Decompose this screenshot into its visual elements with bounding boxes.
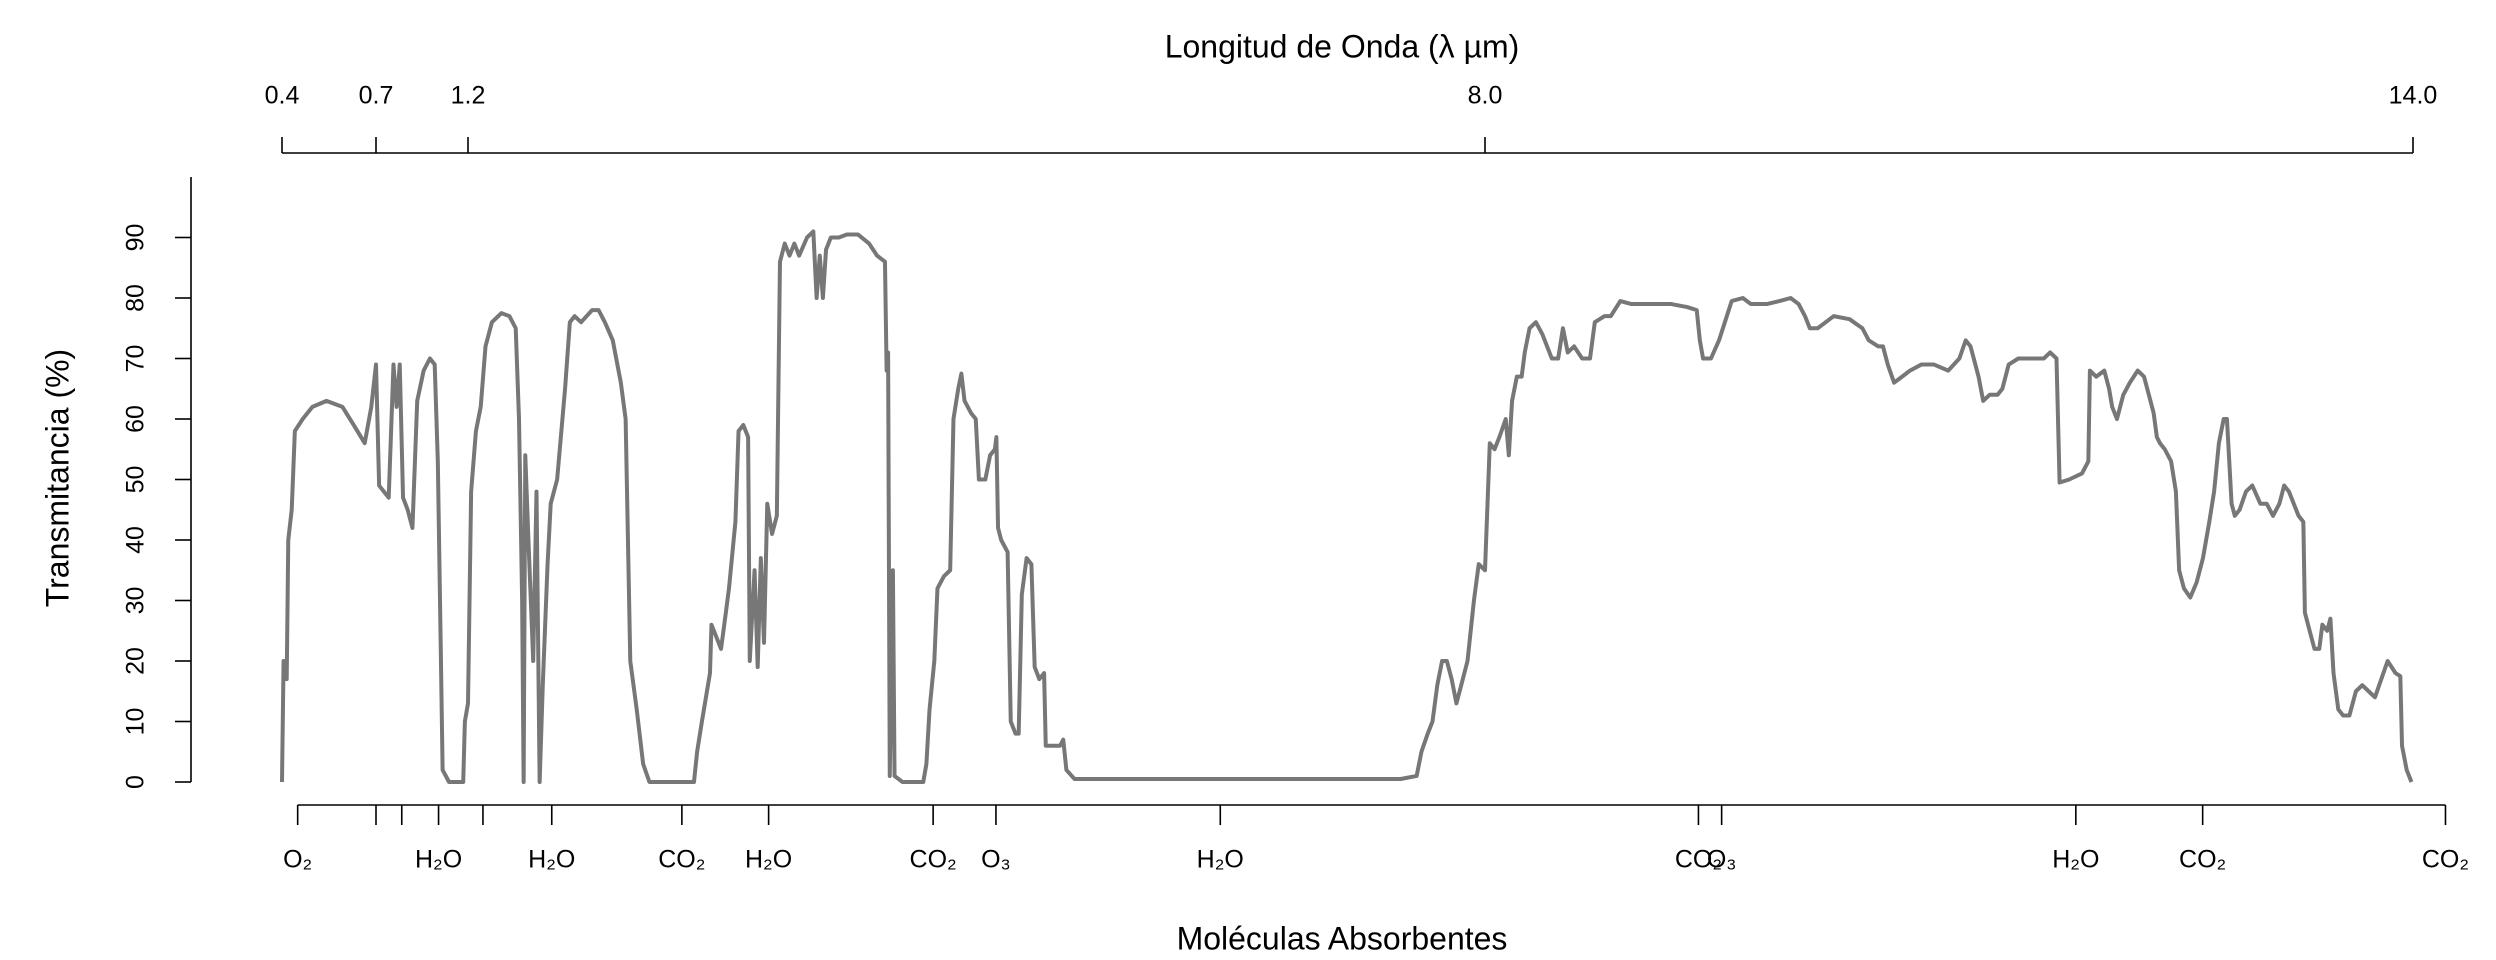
molecule-label: CO₂	[2422, 846, 2469, 874]
y-tick-label: 70	[122, 345, 150, 373]
y-tick-label: 40	[122, 526, 150, 554]
top-axis-title: Longitud de Onda (λ µm)	[1165, 28, 1520, 64]
molecule-label: CO₂	[1675, 846, 1722, 874]
molecule-label: H₂O	[2052, 846, 2099, 874]
y-tick-label: 30	[122, 587, 150, 615]
top-tick-label: 8.0	[1468, 82, 1503, 110]
molecule-label: H₂O	[745, 846, 792, 874]
y-tick-label: 10	[122, 708, 150, 736]
top-tick-label: 1.2	[451, 82, 486, 110]
y-tick-label: 50	[122, 466, 150, 494]
y-tick-label: 90	[122, 224, 150, 252]
molecule-label: H₂O	[1197, 846, 1244, 874]
top-tick-label: 0.4	[265, 82, 300, 110]
y-tick-label: 0	[122, 775, 150, 789]
y-tick-label: 80	[122, 284, 150, 312]
y-tick-label: 60	[122, 405, 150, 433]
transmittance-line	[280, 229, 2414, 784]
top-tick-label: 14.0	[2389, 82, 2438, 110]
molecule-label: O₃	[981, 846, 1011, 874]
molecule-label: H₂O	[415, 846, 462, 874]
y-axis-title: Transmitancia (%)	[39, 349, 75, 607]
molecule-label: O₂	[283, 846, 312, 874]
molecule-label: CO₂	[910, 846, 957, 874]
y-tick-label: 20	[122, 647, 150, 675]
molecule-label: CO₂	[658, 846, 705, 874]
molecule-label: H₂O	[528, 846, 575, 874]
molecule-label: CO₂	[2179, 846, 2226, 874]
top-tick-label: 0.7	[359, 82, 394, 110]
molecule-label: O₃	[1707, 846, 1737, 874]
x-axis-title: Moléculas Absorbentes	[1177, 920, 1508, 956]
